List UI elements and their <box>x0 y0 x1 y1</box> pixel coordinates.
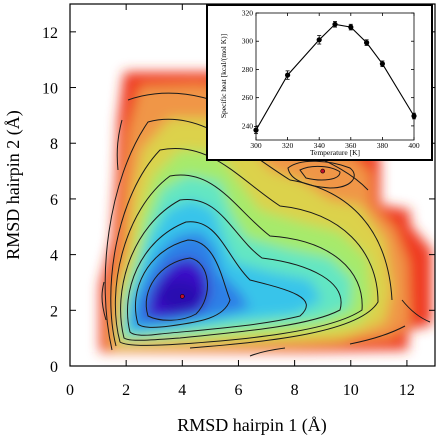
minima-markers <box>180 168 325 299</box>
inset-x-axis-title: Temperature [K] <box>310 148 360 157</box>
inset-x-tick-label: 380 <box>377 141 389 150</box>
data-point <box>253 127 259 133</box>
contour-line <box>114 174 363 346</box>
contour-line <box>134 239 231 328</box>
x-tick-label: 12 <box>399 382 415 399</box>
inset-chart: 300 320 340 360 380 400 240 260 280 300 320 Tempe… <box>206 4 433 161</box>
y-axis-title: RMSD hairpin 2 (Å) <box>3 110 24 260</box>
inset-x-tick-label: 360 <box>345 141 357 150</box>
x-tick-label: 2 <box>122 382 130 399</box>
y-tick-label: 4 <box>50 248 58 265</box>
contour-line <box>127 221 307 336</box>
y-tick-label: 6 <box>50 192 58 209</box>
contour-line <box>249 347 286 357</box>
contour-line <box>299 165 341 181</box>
x-tick-label: 0 <box>66 382 74 399</box>
x-axis: 0 2 4 6 8 10 12 <box>66 4 415 399</box>
inset-x-tick-label: 400 <box>408 141 420 150</box>
y-tick-label: 10 <box>42 81 58 98</box>
specific-heat-line <box>255 23 415 131</box>
level-8b <box>158 280 202 312</box>
data-point <box>379 61 385 67</box>
contour-line <box>101 281 107 321</box>
contour-line <box>120 198 342 341</box>
y-tick-label: 12 <box>42 25 58 42</box>
y-axis: 0 2 4 6 8 10 12 <box>42 25 435 376</box>
x-tick-label: 4 <box>178 382 186 399</box>
y-tick-label: 8 <box>50 136 58 153</box>
inset-y-tick-label: 300 <box>242 37 254 46</box>
y-tick-label: 0 <box>50 359 58 376</box>
data-point <box>285 72 291 78</box>
contour-line <box>287 160 355 189</box>
data-point <box>316 37 322 43</box>
contour-line <box>116 119 123 171</box>
free-energy-surface <box>100 72 432 357</box>
y-tick-label: 2 <box>50 303 58 320</box>
inset-y-tick-label: 280 <box>242 65 254 74</box>
x-axis-title: RMSD hairpin 1 (Å) <box>177 415 327 436</box>
data-point <box>364 40 370 46</box>
inset-x-tick-label: 320 <box>282 141 294 150</box>
inset-x-axis: 300 320 340 360 380 400 <box>250 13 420 150</box>
data-point <box>411 113 417 119</box>
inset-frame <box>206 4 433 161</box>
contour-line <box>145 257 208 321</box>
x-tick-label: 8 <box>291 382 299 399</box>
inset-y-tick-label: 260 <box>242 93 254 102</box>
data-point <box>348 24 354 30</box>
inset-plot-area <box>255 12 415 141</box>
heatmap-fill <box>100 72 432 352</box>
inset-y-tick-label: 240 <box>242 121 254 130</box>
inset-x-tick-label: 300 <box>250 141 262 150</box>
x-tick-label: 6 <box>234 382 242 399</box>
inset-y-axis-title: Specific heat [kcal/(mol K)] <box>219 34 228 118</box>
contour-line <box>349 325 406 345</box>
inset-y-axis: 240 260 280 300 320 <box>242 9 414 130</box>
inset-x-tick-label: 340 <box>314 141 326 150</box>
inset-series <box>253 21 417 135</box>
minimum-marker <box>180 294 185 299</box>
inset-y-tick-label: 320 <box>242 9 254 18</box>
data-point <box>332 21 338 27</box>
minimum-marker <box>320 168 325 174</box>
contour-line <box>110 148 379 349</box>
x-tick-label: 10 <box>343 382 359 399</box>
contour-line <box>401 299 431 323</box>
